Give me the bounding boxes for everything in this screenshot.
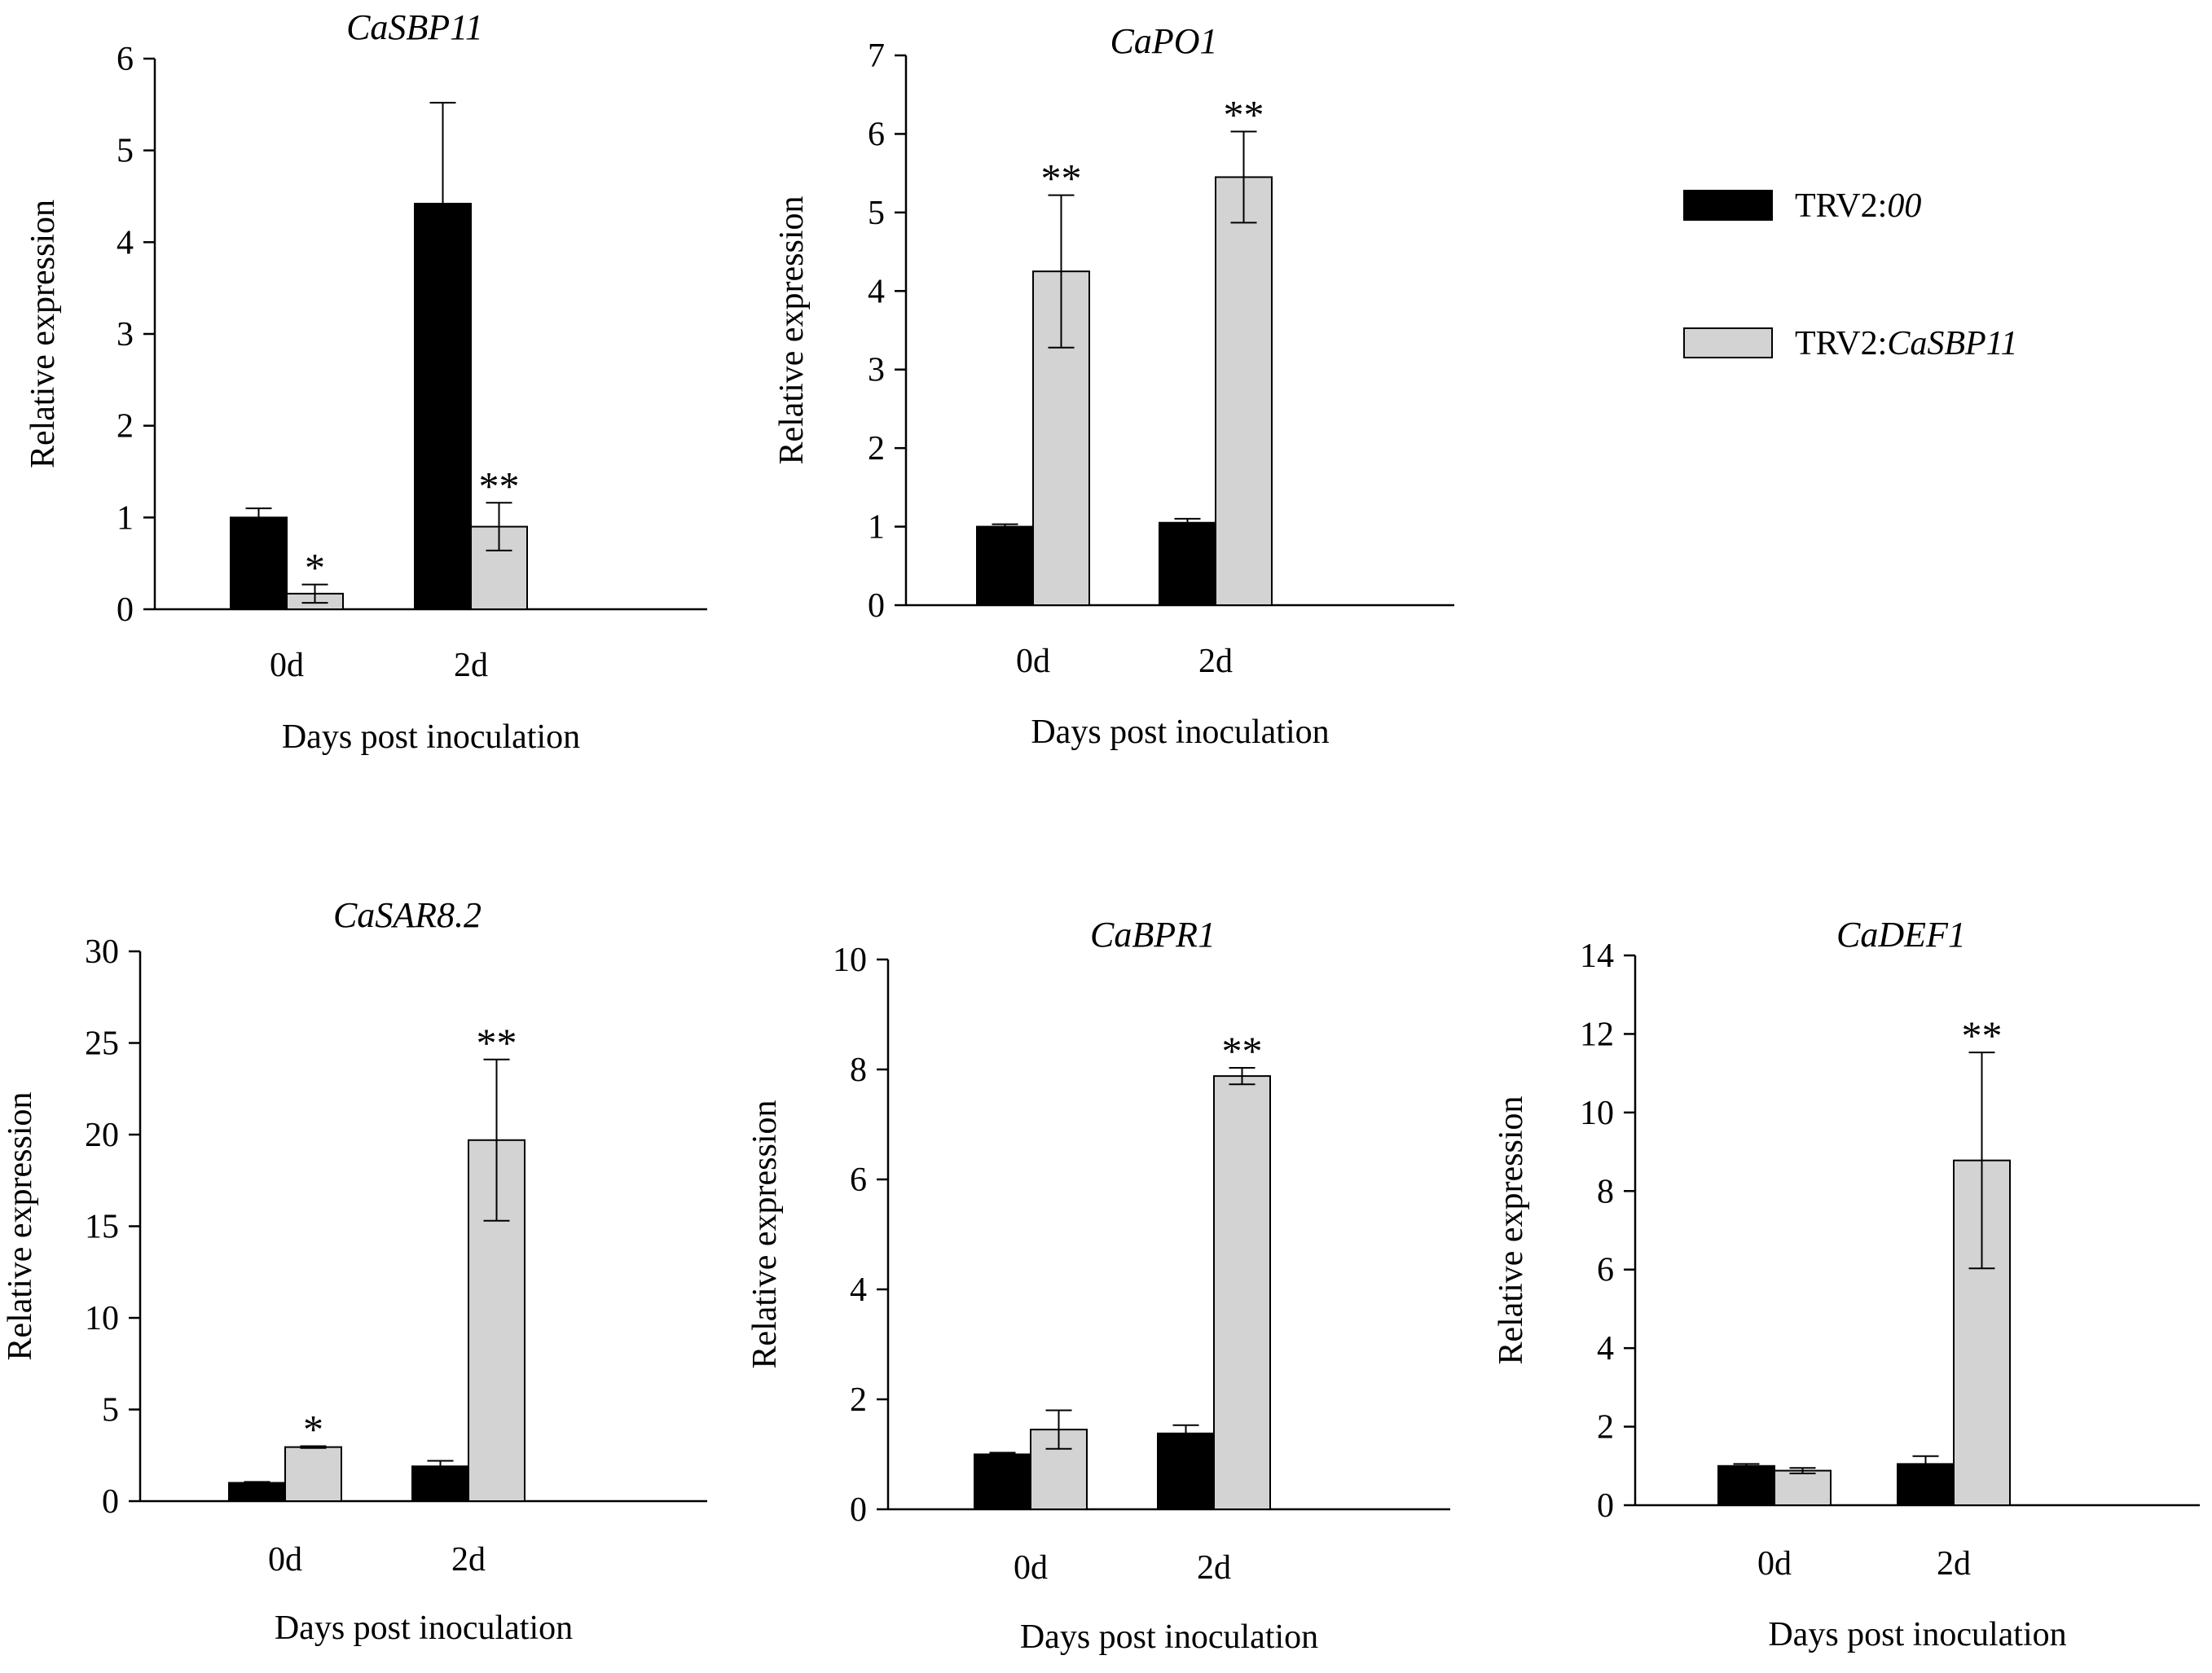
y-tick-label: 3 (117, 316, 134, 353)
chart-casar8-2: CaSAR8.2 0 5 10 15 20 25 30 Relative expression 0… (2, 895, 707, 1647)
x-category-label: 2d (451, 1541, 486, 1579)
legend-label-italic: CaSBP11 (1887, 325, 2017, 362)
bar (974, 1453, 1031, 1510)
y-tick-label: 0 (850, 1491, 867, 1529)
bar (1215, 176, 1273, 606)
chart-capo1: CaPO1 0 1 2 3 4 5 6 7 Relative expression 0d 2d Days… (773, 21, 1454, 751)
x-axis-label: Days post inoculation (1020, 1618, 1318, 1656)
legend-label-prefix: TRV2: (1795, 325, 1887, 362)
y-tick-label: 15 (85, 1209, 119, 1246)
legend-swatch (1683, 190, 1773, 221)
y-tick-label: 10 (85, 1300, 119, 1337)
y-tick-label: 1 (868, 509, 885, 547)
legend-label-italic: 00 (1887, 187, 1921, 225)
chart-title: CaPO1 (1110, 21, 1218, 61)
significance-label: ** (1224, 92, 1264, 138)
x-category-label: 2d (454, 647, 488, 684)
bar (1774, 1469, 1832, 1506)
y-tick-label: 2 (117, 408, 134, 446)
legend-label-prefix: TRV2: (1795, 187, 1887, 225)
y-tick-label: 5 (868, 195, 885, 232)
chart-title: CaBPR1 (1090, 915, 1216, 955)
x-category-label: 0d (1757, 1545, 1792, 1583)
bar (1159, 521, 1216, 606)
significance-label: ** (1041, 156, 1082, 201)
bar (1213, 1075, 1271, 1510)
y-tick-label: 8 (850, 1052, 867, 1089)
chart-casbp11: CaSBP11 0 1 2 3 4 5 6 Relative expression 0d 2d Day… (24, 7, 707, 756)
bar (284, 1446, 342, 1502)
y-tick-label: 0 (117, 591, 134, 629)
y-tick-label: 8 (1597, 1173, 1614, 1210)
y-tick-label: 5 (117, 133, 134, 170)
significance-label: ** (477, 1020, 517, 1065)
x-axis-label: Days post inoculation (1768, 1616, 2066, 1653)
x-axis-label: Days post inoculation (275, 1609, 573, 1647)
x-category-label: 2d (1198, 643, 1233, 680)
significance-label: ** (479, 463, 520, 508)
y-tick-label: 1 (117, 499, 134, 537)
y-axis-label: Relative expression (24, 200, 62, 468)
y-axis-label: Relative expression (773, 195, 811, 464)
legend-label: TRV2:CaSBP11 (1795, 325, 2018, 362)
y-tick-label: 25 (85, 1025, 119, 1063)
y-tick-label: 4 (117, 224, 134, 261)
x-category-label: 0d (1014, 1549, 1048, 1587)
significance-label: * (305, 545, 325, 591)
y-tick-label: 4 (850, 1271, 867, 1309)
y-tick-label: 6 (850, 1161, 867, 1199)
bar (1717, 1464, 1775, 1507)
y-tick-label: 0 (102, 1483, 119, 1521)
legend-swatch (1683, 327, 1773, 358)
chart-cadef1: CaDEF1 0 2 4 6 8 10 12 14 Relative expression 0d 2d… (1493, 915, 2200, 1653)
bar (228, 1482, 286, 1502)
x-category-label: 0d (270, 647, 304, 684)
chart-title: CaSAR8.2 (333, 895, 482, 935)
x-category-label: 0d (1016, 643, 1050, 680)
y-tick-label: 6 (117, 41, 134, 78)
y-tick-label: 12 (1580, 1016, 1614, 1053)
significance-label: * (303, 1407, 323, 1452)
y-tick-label: 3 (868, 352, 885, 389)
bar (230, 516, 288, 610)
bar (976, 525, 1034, 606)
significance-label: ** (1222, 1028, 1263, 1074)
y-axis-label: Relative expression (2, 1091, 39, 1360)
y-tick-label: 14 (1580, 937, 1614, 975)
chart-title: CaDEF1 (1836, 915, 1966, 955)
y-tick-label: 2 (850, 1381, 867, 1419)
bar (1157, 1432, 1215, 1510)
significance-label: ** (1962, 1012, 2003, 1058)
y-tick-label: 2 (1597, 1409, 1614, 1447)
y-tick-label: 4 (1597, 1330, 1614, 1368)
chart-title: CaSBP11 (346, 7, 483, 47)
x-category-label: 0d (268, 1541, 302, 1579)
y-tick-label: 10 (1580, 1095, 1614, 1132)
x-category-label: 2d (1937, 1545, 1971, 1583)
y-tick-label: 2 (868, 430, 885, 468)
y-axis-label: Relative expression (1493, 1096, 1530, 1364)
x-axis-label: Days post inoculation (1031, 714, 1329, 751)
y-tick-label: 20 (85, 1117, 119, 1154)
y-tick-label: 7 (868, 37, 885, 75)
y-tick-label: 6 (868, 116, 885, 153)
y-axis-label: Relative expression (746, 1100, 784, 1368)
y-tick-label: 0 (1597, 1487, 1614, 1525)
chart-cabpr1: CaBPR1 0 2 4 6 8 10 Relative expression 0d 2d Days… (746, 915, 1450, 1656)
y-tick-label: 4 (868, 273, 885, 310)
legend-label: TRV2:00 (1795, 187, 1921, 225)
y-tick-label: 30 (85, 933, 119, 971)
x-axis-label: Days post inoculation (282, 718, 580, 756)
y-tick-label: 0 (868, 587, 885, 625)
y-tick-label: 10 (833, 942, 867, 979)
x-category-label: 2d (1197, 1549, 1231, 1587)
y-tick-label: 6 (1597, 1252, 1614, 1289)
y-tick-label: 5 (102, 1392, 119, 1429)
